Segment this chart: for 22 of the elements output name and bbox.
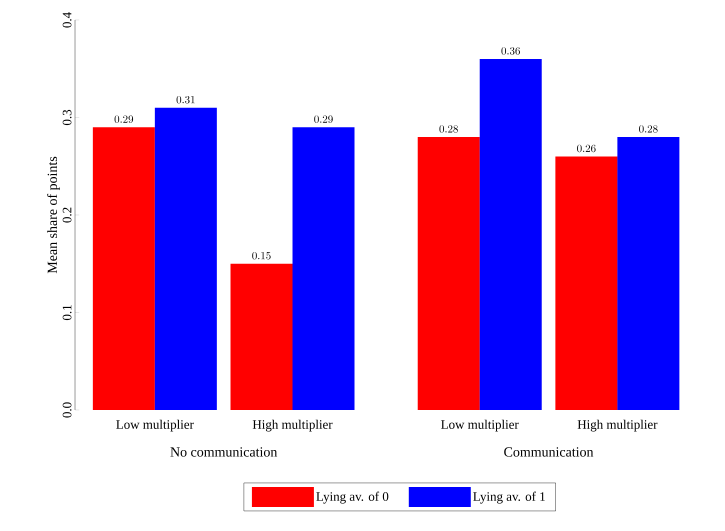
x-tick-label: High multiplier [578,420,658,432]
y-tick-label: 0.3 [62,110,72,126]
y-tick-label: 0.0 [62,402,72,418]
text: No communication [170,447,278,457]
data-label: 0.29 [314,115,333,123]
text: Communication [504,447,594,457]
data-label: 0.29 [114,115,134,123]
x-tick-label: Low multiplier [441,420,519,432]
x-tick-label: High multiplier [252,420,333,432]
legend-label: Lying av. of 1 [473,492,545,504]
x-tick-label: Low multiplier [116,420,194,432]
data-label: 0.28 [439,125,458,133]
y-tick-label: 0.2 [62,208,72,223]
data-label: 0.31 [176,96,195,104]
data-label: 0.26 [577,144,596,152]
data-label: 0.28 [639,125,658,133]
y-tick-label: 0.4 [62,12,72,28]
legend-label: Lying av. of 0 [316,492,388,504]
y-axis-title: Mean share of points [47,156,60,274]
data-label: 0.36 [501,47,520,55]
data-label: 0. 15 [252,252,271,260]
y-tick-label: 0.1 [62,305,72,320]
